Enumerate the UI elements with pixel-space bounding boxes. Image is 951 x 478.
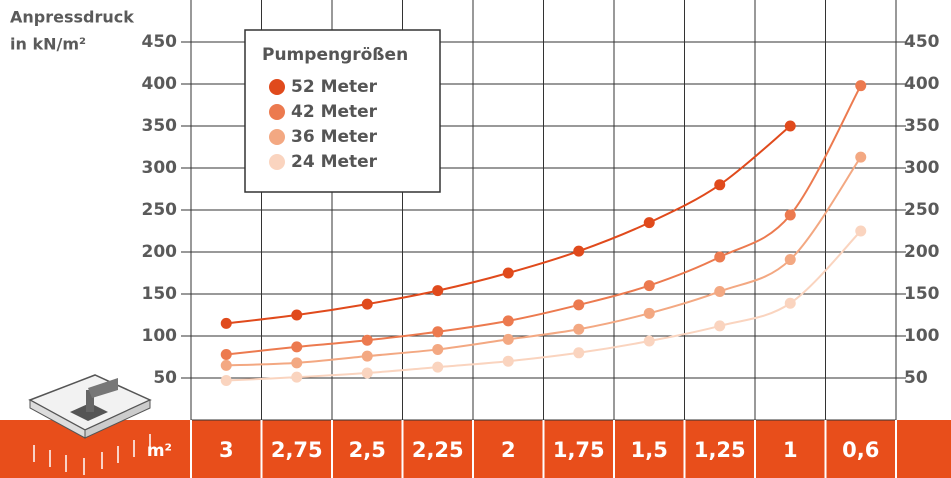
x-axis-title: m² <box>147 441 172 461</box>
data-point <box>432 344 443 355</box>
y2-tick-label: 150 <box>904 284 940 304</box>
x-tick-label: 3 <box>219 438 234 462</box>
legend-swatch <box>269 154 285 170</box>
data-point <box>221 375 232 386</box>
x-tick-label: 0,6 <box>842 438 879 462</box>
x-tick-label: 1,25 <box>694 438 746 462</box>
y2-tick-label: 300 <box>904 158 940 178</box>
y-tick-label: 100 <box>142 326 178 346</box>
x-tick-label: 2 <box>501 438 516 462</box>
data-point <box>362 335 373 346</box>
data-point <box>221 349 232 360</box>
y-axis-title: Anpressdruck <box>10 8 134 27</box>
data-point <box>573 347 584 358</box>
y-tick-label: 450 <box>142 32 178 52</box>
data-point <box>432 285 443 296</box>
data-point <box>503 356 514 367</box>
x-tick-label: 2,75 <box>271 438 323 462</box>
data-point <box>362 367 373 378</box>
y-tick-label: 150 <box>142 284 178 304</box>
y-tick-label: 50 <box>153 368 177 388</box>
legend-title: Pumpengrößen <box>262 45 408 65</box>
data-point <box>714 252 725 263</box>
data-point <box>432 326 443 337</box>
data-point <box>644 217 655 228</box>
data-point <box>855 80 866 91</box>
data-point <box>362 299 373 310</box>
data-point <box>432 362 443 373</box>
x-tick-label: 2,25 <box>412 438 464 462</box>
data-point <box>714 286 725 297</box>
data-point <box>644 336 655 347</box>
y2-tick-label: 100 <box>904 326 940 346</box>
legend-swatch <box>269 79 285 95</box>
data-point <box>573 299 584 310</box>
data-point <box>855 226 866 237</box>
data-point <box>714 320 725 331</box>
y2-tick-label: 50 <box>904 368 928 388</box>
data-point <box>291 357 302 368</box>
data-point <box>503 315 514 326</box>
y-tick-label: 250 <box>142 200 178 220</box>
y-tick-label: 200 <box>142 242 178 262</box>
data-point <box>855 152 866 163</box>
y-tick-label: 300 <box>142 158 178 178</box>
x-tick-label: 1,5 <box>631 438 668 462</box>
y2-tick-label: 350 <box>904 116 940 136</box>
data-point <box>644 308 655 319</box>
y-tick-label: 400 <box>142 74 178 94</box>
legend-label: 24 Meter <box>291 152 378 172</box>
category-band <box>0 420 951 478</box>
y2-tick-label: 200 <box>904 242 940 262</box>
data-point <box>644 280 655 291</box>
legend: Pumpengrößen 52 Meter 42 Meter 36 Meter 24 M… <box>245 30 440 192</box>
legend-swatch <box>269 129 285 145</box>
data-point <box>291 372 302 383</box>
data-point <box>291 310 302 321</box>
y-tick-label: 350 <box>142 116 178 136</box>
y2-tick-label: 450 <box>904 32 940 52</box>
chart: Anpressdruck in kN/m² m² 505010010015015… <box>0 0 951 478</box>
legend-label: 52 Meter <box>291 77 378 97</box>
data-point <box>221 318 232 329</box>
data-point <box>221 360 232 371</box>
data-point <box>785 121 796 132</box>
x-tick-label: 1,75 <box>553 438 605 462</box>
x-tick-label: 1 <box>783 438 798 462</box>
data-point <box>785 254 796 265</box>
data-point <box>573 246 584 257</box>
legend-label: 36 Meter <box>291 127 378 147</box>
legend-label: 42 Meter <box>291 102 378 122</box>
data-point <box>785 298 796 309</box>
data-point <box>362 351 373 362</box>
legend-swatch <box>269 104 285 120</box>
data-point <box>291 341 302 352</box>
data-point <box>503 334 514 345</box>
data-point <box>503 268 514 279</box>
x-tick-label: 2,5 <box>349 438 386 462</box>
data-point <box>785 210 796 221</box>
y-axis-title: in kN/m² <box>10 35 86 54</box>
y2-tick-label: 400 <box>904 74 940 94</box>
data-point <box>573 324 584 335</box>
data-point <box>714 179 725 190</box>
y2-tick-label: 250 <box>904 200 940 220</box>
